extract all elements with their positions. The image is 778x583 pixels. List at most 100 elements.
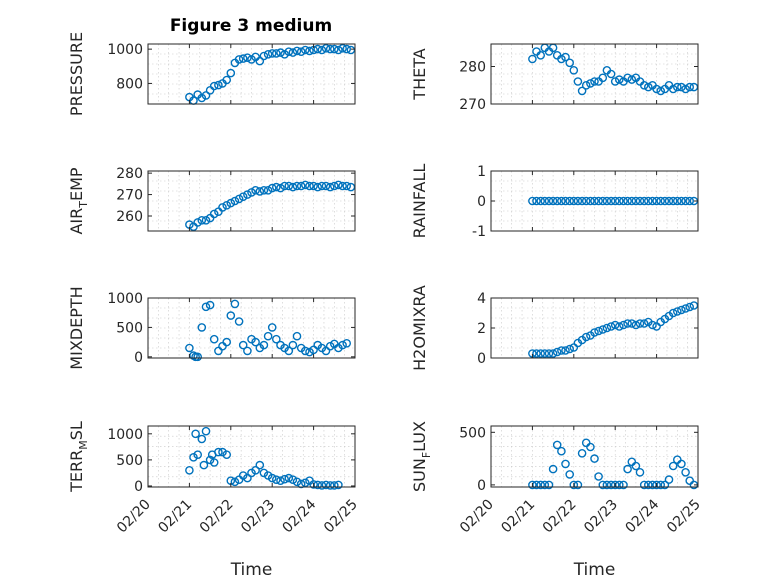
y-axis-label: TERRMSL <box>67 421 90 493</box>
data-point <box>214 346 223 356</box>
data-point <box>664 475 674 484</box>
x-tick-label: 02/23 <box>238 497 278 537</box>
data-point <box>606 69 616 79</box>
data-point <box>317 481 327 490</box>
subplot-h2omixra: 0 2 4 H2OMIXRA <box>410 285 699 371</box>
data-point <box>346 182 356 192</box>
data-point <box>276 48 285 57</box>
data-point <box>321 480 331 490</box>
data-point <box>271 49 281 58</box>
y-tick-label: 280 <box>459 60 486 76</box>
x-tick-label: 02/21 <box>498 497 538 537</box>
data-point <box>528 480 537 490</box>
data-point <box>681 467 690 477</box>
y-tick-label: 2 <box>477 321 486 337</box>
data-point <box>639 81 649 90</box>
data-point <box>668 84 678 94</box>
y-tick-label: 500 <box>116 453 143 469</box>
y-tick-label: 260 <box>116 209 143 225</box>
data-point <box>251 185 260 195</box>
data-point <box>325 481 335 490</box>
data-point <box>536 196 546 206</box>
data-point <box>292 331 302 341</box>
data-point <box>540 196 550 206</box>
data-point <box>300 45 310 55</box>
data-point <box>193 352 202 362</box>
data-point <box>644 196 653 206</box>
data-point <box>623 319 632 328</box>
data-point <box>292 477 302 487</box>
x-tick-label: 02/22 <box>540 497 580 537</box>
data-point <box>234 194 244 204</box>
data-point <box>557 54 566 64</box>
data-point <box>296 181 306 191</box>
data-point <box>660 196 670 206</box>
data-point <box>284 47 294 57</box>
data-point <box>189 452 198 462</box>
data-point <box>251 465 260 475</box>
data-point <box>280 474 289 484</box>
data-point <box>284 181 294 191</box>
data-point <box>668 196 678 206</box>
data-point <box>300 346 310 356</box>
data-point <box>284 473 294 483</box>
data-point <box>610 480 620 490</box>
data-point <box>673 196 682 206</box>
data-point <box>577 86 587 96</box>
data-point <box>201 215 211 225</box>
axes-box <box>147 425 356 488</box>
data-point <box>594 326 603 336</box>
data-point <box>540 480 550 490</box>
data-point <box>565 196 575 206</box>
data-point <box>191 429 200 439</box>
axes-box <box>490 425 699 488</box>
data-point <box>619 196 628 206</box>
data-point <box>321 181 331 191</box>
data-point <box>540 349 550 358</box>
x-axis-label: Time <box>573 560 616 580</box>
data-point <box>581 81 591 90</box>
data-point <box>313 182 323 192</box>
data-point <box>255 187 265 196</box>
y-axis-label: MIXDEPTH <box>67 286 86 369</box>
y-tick-label: 0 <box>477 351 486 367</box>
data-point <box>230 196 240 206</box>
data-point <box>214 447 223 457</box>
data-point <box>594 196 603 206</box>
data-point <box>677 305 686 315</box>
data-point <box>321 346 331 356</box>
data-point <box>615 322 624 331</box>
data-point <box>635 196 645 206</box>
data-point <box>561 459 570 469</box>
data-point <box>243 473 252 483</box>
data-point <box>329 44 339 54</box>
data-point <box>309 181 318 191</box>
data-point <box>656 480 666 490</box>
data-point <box>313 44 323 54</box>
data-point <box>288 340 298 350</box>
data-point <box>627 75 637 84</box>
data-point <box>209 334 219 344</box>
data-point <box>199 460 209 470</box>
data-point <box>300 478 310 488</box>
data-point <box>197 93 207 103</box>
data-point <box>606 196 616 206</box>
data-point <box>218 447 227 457</box>
data-point <box>631 320 641 330</box>
y-tick-label: -1 <box>472 224 486 240</box>
data-point <box>222 75 231 85</box>
data-point <box>321 44 331 53</box>
data-point <box>193 450 202 460</box>
data-point <box>544 196 554 206</box>
data-point <box>338 44 347 53</box>
data-point <box>677 459 686 469</box>
data-point <box>317 45 327 55</box>
data-point <box>271 334 281 344</box>
y-tick-label: 0 <box>134 479 143 495</box>
data-point <box>209 458 219 467</box>
data-point <box>673 82 682 92</box>
data-point <box>251 337 260 347</box>
data-point <box>615 196 624 206</box>
x-tick-label: 02/24 <box>623 496 663 536</box>
